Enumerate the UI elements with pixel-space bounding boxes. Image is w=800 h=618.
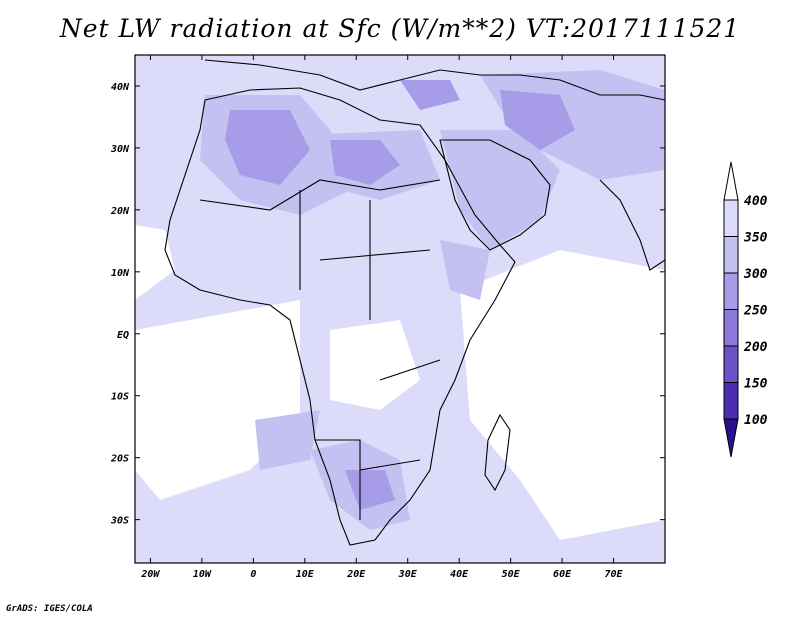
colorbar-arrow-bottom [723,418,739,458]
credit-text: GrADS: IGES/COLA [6,604,93,614]
india-coastline [599,170,665,271]
chart-title: Net LW radiation at Sfc (W/m**2) VT:2017… [59,14,741,43]
colorbar: 400 350 300 250 200 150 100 [723,161,768,458]
x-tick-label: 70E [605,569,624,580]
arabia-coastline [439,139,551,251]
emission-zone [225,110,310,185]
madagascar-coastline [484,413,511,492]
colorbar-label: 400 [744,194,768,209]
border-line [299,190,431,320]
x-tick-label: 10E [296,569,315,580]
y-tick-label: 30S [110,516,129,527]
x-tick-label: 30E [398,569,418,580]
x-tick-label: 50E [502,569,521,580]
ocean-low-zone [330,320,420,410]
x-tick-label: 0 [250,569,256,580]
africa-coastline [164,87,516,546]
colorbar-label: 100 [744,413,768,428]
y-tick-label: 10S [111,392,129,403]
colorbar-label: 150 [744,377,768,392]
y-tick-label: 40N [111,82,130,93]
colorbar-swatch [723,272,739,310]
colorbar-label: 350 [743,231,768,246]
x-tick-label: 20E [346,569,366,580]
eurasia-coastline [204,59,665,101]
colorbar-swatch [723,345,739,383]
colorbar-arrow-top [723,161,739,201]
border-line [199,179,441,211]
x-tick-label: 60E [553,569,572,580]
x-tick-label: 10W [193,569,212,580]
emission-zone [255,410,320,470]
y-tick-label: 20N [110,206,130,217]
colorbar-label: 250 [743,304,768,319]
colorbar-label: 200 [743,340,768,355]
colorbar-label: 300 [743,267,768,282]
emission-zone [500,90,575,150]
colorbar-swatch [723,382,739,420]
colorbar-swatch [723,309,739,347]
colorbar-swatch [723,236,739,274]
emission-zone [345,470,395,510]
y-tick-label: 10N [111,268,130,279]
y-tick-label: 30N [110,144,130,155]
border-line [315,359,441,520]
emission-zone [440,240,490,300]
emission-zone [330,140,400,185]
ocean-low-zone [135,225,175,300]
plot-frame [134,54,666,564]
axes: 20W 10W 0 10E 20E 30E 40E 50E 60E 70E 40N 30N 20N 10N… [110,55,665,580]
y-tick-label: EQ [117,330,129,341]
coastlines [164,59,665,546]
x-tick-label: 40E [450,569,469,580]
colorbar-swatch [723,199,739,237]
y-tick-label: 20S [110,454,129,465]
x-tick-label: 20W [140,569,160,580]
ocean-low-zone [460,250,665,540]
emission-zone [400,80,460,110]
